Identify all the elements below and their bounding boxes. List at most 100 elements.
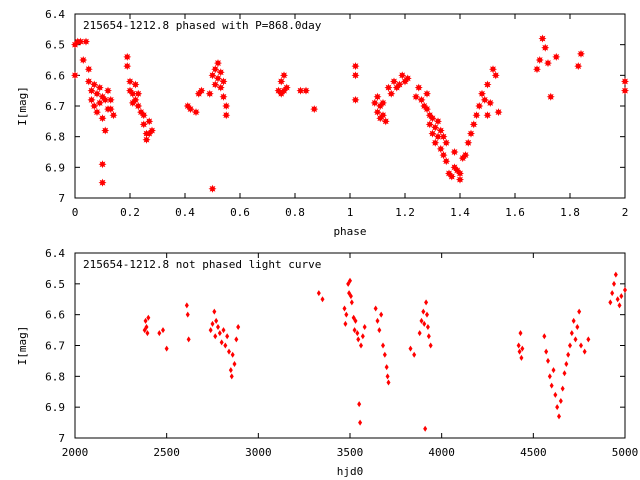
data-point [412, 92, 420, 101]
data-point [131, 95, 140, 104]
data-point [236, 324, 241, 330]
data-point [571, 317, 576, 324]
data-point [351, 71, 360, 80]
data-point [516, 342, 521, 349]
plot-panel-1: 0 0.2 0.4 0.6 0.8 1 1.2 1.4 1.6 1.8 2 6.4 6.5 6.6 6.7 6… [16, 8, 629, 238]
data-point [216, 324, 220, 330]
data-point [344, 311, 349, 318]
data-point [475, 102, 484, 110]
y-tick-label: 6.5 [45, 278, 65, 291]
data-point [564, 361, 569, 367]
data-point [227, 348, 231, 355]
data-point [617, 302, 622, 309]
data-point [84, 77, 93, 86]
data-point [228, 367, 233, 374]
data-point [560, 385, 565, 392]
data-point [518, 330, 523, 337]
data-point [208, 184, 217, 193]
data-point [385, 373, 390, 380]
x-tick-label: 1 [347, 206, 354, 219]
y-tick-label: 6.5 [45, 39, 65, 52]
data-point [541, 43, 550, 52]
data-point [573, 336, 578, 343]
data-point [211, 65, 220, 74]
data-point [222, 102, 231, 110]
data-point [425, 120, 434, 129]
data-point [219, 92, 228, 101]
data-point [373, 92, 382, 101]
data-point [232, 361, 237, 367]
x-tick-label: 1.8 [560, 206, 580, 219]
data-point [375, 317, 380, 324]
data-point [192, 108, 200, 117]
data-point [442, 157, 451, 166]
data-point [134, 89, 143, 98]
data-point [76, 37, 85, 46]
data-point [373, 108, 382, 117]
y-tick-label: 6.8 [45, 131, 65, 144]
y-axis-label: I[mag] [16, 86, 29, 126]
data-point [423, 89, 431, 98]
data-point [382, 351, 387, 358]
data-point [95, 83, 104, 92]
data-point [349, 299, 354, 306]
data-point [612, 280, 616, 287]
data-point [109, 111, 118, 120]
data-point [348, 277, 352, 284]
data-point [379, 111, 387, 120]
data-point [494, 108, 503, 117]
data-point [316, 290, 321, 297]
data-point [353, 317, 358, 324]
y-axis-label: I[mag] [16, 326, 29, 366]
data-point [87, 95, 96, 104]
data-point [145, 117, 154, 126]
data-point [577, 308, 582, 315]
data-point [613, 271, 618, 278]
x-tick-label: 2 [622, 206, 629, 219]
data-point [157, 330, 162, 337]
data-point [478, 89, 486, 98]
data-point [208, 327, 213, 334]
data-point [214, 59, 222, 68]
data-point [90, 102, 99, 110]
data-point [608, 299, 613, 306]
data-point [379, 98, 387, 107]
data-point [351, 62, 360, 71]
data-point [310, 105, 319, 114]
data-point [277, 77, 286, 86]
data-point [423, 425, 428, 432]
data-point [234, 336, 239, 343]
data-point [417, 95, 426, 104]
data-point [381, 342, 385, 349]
data-point [205, 89, 214, 98]
data-point [106, 105, 115, 114]
data-point [423, 105, 431, 114]
data-point [352, 327, 357, 334]
plot-title: 215654-1212.8 not phased light curve [83, 258, 321, 271]
data-point [574, 62, 583, 71]
data-point [142, 135, 151, 144]
x-tick-label: 2500 [153, 446, 180, 459]
data-point [544, 59, 552, 68]
data-point [221, 327, 226, 334]
data-point [582, 348, 587, 355]
data-point [386, 379, 391, 386]
data-point [222, 111, 231, 120]
data-point [547, 373, 552, 380]
data-point [551, 367, 556, 374]
data-point [434, 117, 442, 126]
data-point [384, 364, 389, 371]
x-tick-label: 1.6 [505, 206, 525, 219]
data-point [219, 339, 224, 346]
data-point [390, 77, 398, 86]
data-point [71, 71, 79, 80]
data-point [342, 305, 347, 312]
data-point [143, 317, 148, 324]
data-point [442, 138, 451, 147]
x-tick-label: 2000 [62, 446, 89, 459]
data-point [185, 311, 190, 318]
data-point [562, 370, 567, 377]
data-point [546, 357, 550, 364]
data-point [579, 342, 583, 349]
data-point [356, 336, 361, 343]
